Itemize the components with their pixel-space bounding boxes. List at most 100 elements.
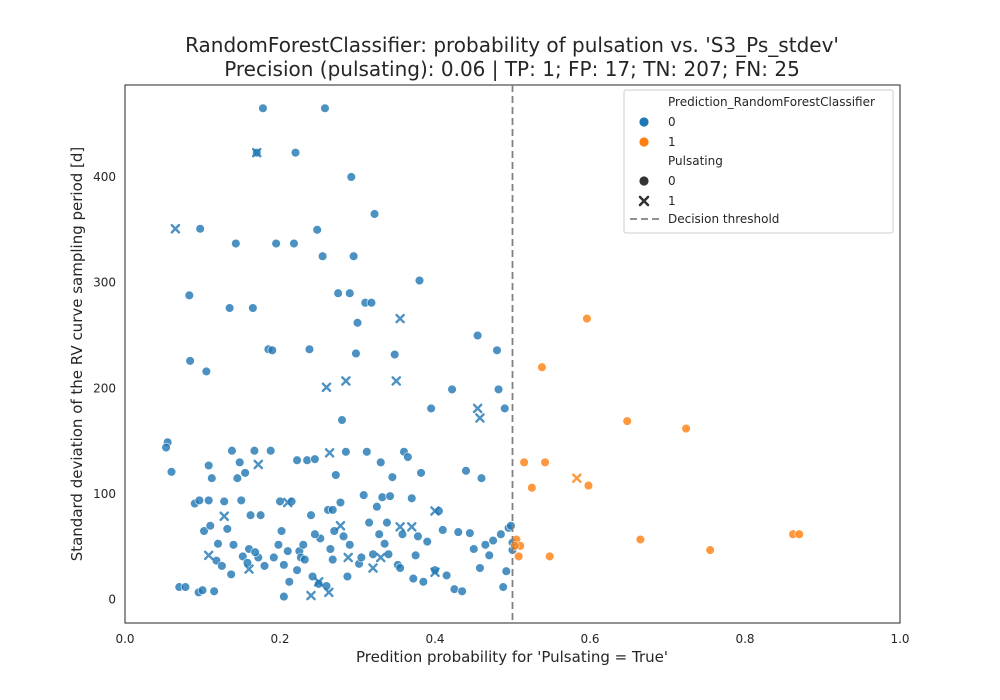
data-point-pred1-puls0-15	[794, 529, 804, 539]
x-tick-label-4: 0.8	[735, 632, 754, 646]
data-point-pred0-puls0-71	[320, 103, 330, 114]
legend-frame	[623, 89, 894, 234]
data-point-pred0-puls0-25	[226, 569, 236, 580]
data-point-pred0-puls0-87	[351, 348, 361, 359]
data-point-pred0-puls1-16	[391, 376, 402, 386]
data-point-pred0-puls0-131	[465, 528, 475, 538]
data-point-pred0-puls0-102	[379, 538, 390, 549]
y-tick-label-0: 0	[108, 593, 116, 607]
data-point-pred0-puls0-85	[346, 172, 357, 182]
data-point-pred0-puls0-50	[276, 526, 287, 536]
data-point-pred0-puls1-8	[324, 587, 334, 598]
data-point-pred0-puls0-135	[476, 473, 487, 483]
data-point-pred0-puls0-121	[426, 403, 436, 414]
data-point-pred0-puls0-106	[387, 472, 398, 482]
data-point-pred0-puls1-6	[321, 382, 332, 393]
data-point-pred0-puls1-22	[475, 413, 485, 423]
legend-hue-1-marker	[639, 137, 649, 147]
x-tick-label-5: 1.0	[890, 632, 909, 646]
data-point-pred0-puls0-110	[397, 529, 408, 539]
x-tick-label-3: 0.6	[580, 632, 599, 646]
data-point-pred0-puls0-101	[377, 492, 388, 502]
y-axis-label: Standard deviation of the RV curve sampl…	[68, 147, 86, 562]
data-point-pred0-puls0-86	[348, 251, 359, 261]
data-point-pred0-puls0-15	[203, 460, 214, 471]
data-point-pred0-puls0-140	[493, 384, 504, 395]
data-point-pred0-puls0-67	[312, 225, 322, 235]
data-point-pred0-puls0-48	[273, 540, 284, 550]
data-point-pred0-puls0-141	[496, 529, 506, 539]
data-point-pred0-puls0-30	[234, 457, 245, 468]
data-point-pred0-puls0-6	[185, 356, 195, 366]
data-point-pred0-puls0-33	[240, 468, 250, 478]
x-axis-ticks: 0.0 0.2 0.4 0.6 0.8 1.0	[115, 632, 909, 646]
data-point-pred0-puls0-53	[284, 577, 295, 587]
data-point-pred0-puls0-11	[197, 585, 208, 595]
data-point-pred1-puls0-12	[681, 423, 691, 434]
data-point-pred0-puls1-15	[375, 552, 386, 563]
data-point-pred0-puls0-136	[480, 540, 491, 550]
data-point-pred0-puls0-75	[327, 554, 338, 565]
data-point-pred0-puls0-47	[271, 238, 281, 249]
legend-style-0-label: 0	[668, 174, 676, 188]
data-point-pred0-puls0-79	[335, 497, 346, 508]
data-point-pred0-puls0-22	[219, 496, 229, 507]
data-point-pred0-puls0-100	[376, 457, 386, 468]
data-point-pred0-puls0-144	[501, 566, 512, 576]
legend-hue-0-label: 0	[668, 115, 676, 129]
data-point-pred0-puls0-88	[352, 318, 363, 328]
data-point-pred0-puls1-2	[244, 564, 254, 574]
data-point-pred0-puls0-122	[430, 565, 440, 575]
data-point-pred0-puls0-64	[306, 510, 316, 520]
data-point-pred0-puls0-5	[184, 290, 195, 301]
data-point-pred0-puls0-41	[258, 103, 268, 114]
data-point-pred0-puls1-24	[219, 511, 229, 522]
data-point-pred0-puls0-129	[457, 586, 467, 597]
data-point-pred0-puls0-70	[317, 251, 328, 261]
data-point-pred0-puls0-29	[232, 473, 243, 483]
data-point-pred0-puls1-11	[313, 576, 324, 587]
data-point-pred0-puls0-45	[267, 345, 278, 356]
data-point-pred0-puls0-143	[500, 403, 510, 414]
legend-hue-1-label: 1	[668, 135, 676, 149]
data-point-pred1-puls0-5	[537, 362, 547, 372]
data-point-pred0-puls0-98	[372, 501, 382, 512]
data-point-pred1-puls0-8	[582, 313, 592, 324]
data-point-pred0-puls0-93	[362, 447, 372, 457]
x-tick-label-0: 0.0	[115, 632, 134, 646]
data-point-pred0-puls0-151	[292, 565, 302, 575]
data-point-pred0-puls0-9	[195, 223, 205, 234]
data-point-pred0-puls1-0	[170, 223, 181, 234]
data-point-pred0-puls0-74	[325, 544, 336, 554]
data-point-pred0-puls0-78	[333, 288, 343, 298]
data-point-pred0-puls0-113	[407, 493, 417, 504]
data-point-pred0-puls0-152	[279, 591, 289, 602]
data-point-pred0-puls0-125	[441, 570, 452, 581]
y-axis-ticks: 0 100 200 300 400	[93, 170, 116, 607]
data-point-pred0-puls0-124	[438, 525, 448, 535]
data-point-pred0-puls1-21	[472, 403, 483, 414]
data-point-pred0-puls0-120	[422, 536, 433, 547]
data-point-pred0-puls0-146	[506, 521, 516, 531]
data-point-pred0-puls0-51	[279, 560, 289, 570]
data-point-pred0-puls0-17	[207, 473, 217, 483]
chart-subtitle: Precision (pulsating): 0.06 | TP: 1; FP:…	[224, 57, 800, 81]
data-point-pred1-puls0-10	[622, 416, 632, 426]
data-point-pred0-puls0-119	[418, 577, 429, 587]
data-point-pred0-puls0-127	[449, 584, 460, 594]
data-point-pred0-puls0-42	[259, 561, 270, 571]
data-point-pred0-puls0-94	[364, 517, 374, 528]
legend: Prediction_RandomForestClassifier 0 1 Pu…	[623, 89, 894, 234]
data-point-pred0-puls1-19	[406, 522, 417, 532]
data-point-pred1-puls0-13	[705, 545, 715, 555]
data-point-pred0-puls0-95	[366, 297, 377, 308]
data-point-pred0-puls0-97	[369, 209, 380, 219]
x-tick-label-2: 0.4	[425, 632, 444, 646]
data-point-pred0-puls0-24	[224, 303, 235, 313]
data-point-pred0-puls0-31	[236, 495, 247, 506]
data-point-pred0-puls0-16	[205, 521, 216, 531]
data-point-pred0-puls0-137	[484, 550, 495, 561]
data-point-pred0-puls0-107	[389, 349, 400, 360]
data-point-pred0-puls0-12	[199, 526, 209, 536]
